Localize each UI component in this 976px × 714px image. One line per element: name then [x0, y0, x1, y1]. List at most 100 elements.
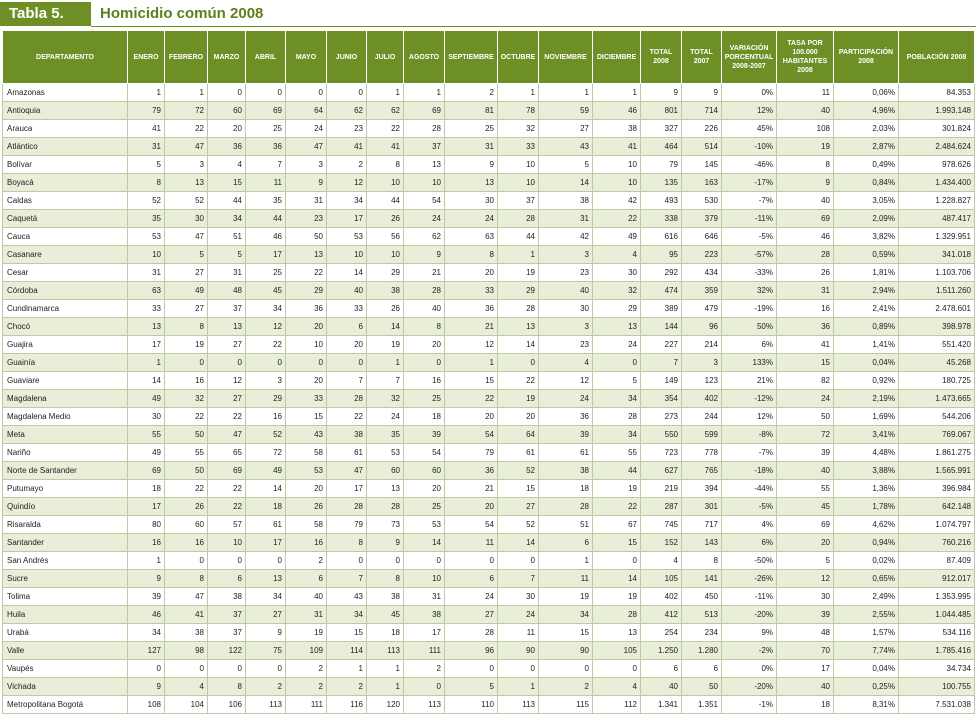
value-cell: 28: [444, 623, 498, 642]
table-row: Tolima 39 47 38 34 40 43 38 31 24 30 19 19 402 450 -11%…: [2, 587, 975, 606]
value-cell: 769.067: [898, 425, 975, 444]
value-cell: 1.341: [640, 695, 682, 714]
value-cell: 52: [497, 515, 539, 534]
department-cell: Valle: [2, 641, 128, 660]
value-cell: 0: [207, 551, 246, 570]
value-cell: 45: [366, 605, 404, 624]
table-title: Homicidio común 2008: [100, 5, 264, 22]
value-cell: 5: [592, 371, 641, 390]
department-cell: San Andrés: [2, 551, 128, 570]
value-cell: 116: [326, 695, 367, 714]
value-cell: 778: [681, 443, 722, 462]
column-header: MAYO: [285, 30, 327, 84]
value-cell: 19: [164, 335, 208, 354]
value-cell: 4%: [721, 515, 777, 534]
value-cell: 1.103.706: [898, 263, 975, 282]
value-cell: 34: [207, 209, 246, 228]
value-cell: 2: [538, 677, 593, 696]
value-cell: 40: [640, 677, 682, 696]
value-cell: 0,06%: [833, 83, 899, 102]
value-cell: 513: [681, 605, 722, 624]
value-cell: 10: [366, 245, 404, 264]
value-cell: 62: [366, 101, 404, 120]
value-cell: 1: [538, 83, 593, 102]
value-cell: 79: [127, 101, 165, 120]
value-cell: -20%: [721, 677, 777, 696]
value-cell: 69: [127, 461, 165, 480]
value-cell: 75: [245, 641, 286, 660]
value-cell: 1.511.260: [898, 281, 975, 300]
value-cell: 10: [592, 155, 641, 174]
value-cell: 0: [497, 551, 539, 570]
value-cell: 1,41%: [833, 335, 899, 354]
value-cell: 8: [164, 317, 208, 336]
department-cell: Cesar: [2, 263, 128, 282]
value-cell: 50: [681, 677, 722, 696]
value-cell: 7: [326, 371, 367, 390]
column-header: VARIACIÓN PORCENTUAL 2008-2007: [721, 30, 777, 84]
value-cell: 63: [127, 281, 165, 300]
value-cell: 27: [164, 299, 208, 318]
value-cell: 16: [127, 533, 165, 552]
value-cell: 60: [403, 461, 445, 480]
value-cell: 10: [366, 173, 404, 192]
value-cell: 38: [538, 191, 593, 210]
value-cell: 22: [366, 119, 404, 138]
value-cell: 19: [366, 335, 404, 354]
value-cell: 4: [592, 245, 641, 264]
value-cell: 55: [127, 425, 165, 444]
value-cell: 49: [127, 443, 165, 462]
value-cell: 474: [640, 281, 682, 300]
value-cell: 48: [207, 281, 246, 300]
table-row: Sucre 9 8 6 13 6 7 8 10 6 7 11 14 105 141 -26% 12 0,65% 91…: [2, 569, 975, 588]
value-cell: 69: [207, 461, 246, 480]
value-cell: 38: [592, 119, 641, 138]
column-header: DEPARTAMENTO: [2, 30, 128, 84]
value-cell: 1.044.485: [898, 605, 975, 624]
value-cell: 10: [403, 173, 445, 192]
value-cell: 18: [403, 407, 445, 426]
value-cell: 26: [164, 497, 208, 516]
value-cell: 33: [497, 137, 539, 156]
value-cell: 47: [164, 227, 208, 246]
value-cell: 14: [497, 533, 539, 552]
value-cell: 0: [403, 353, 445, 372]
value-cell: 17: [245, 245, 286, 264]
value-cell: 10: [497, 155, 539, 174]
value-cell: 4,48%: [833, 443, 899, 462]
value-cell: 0: [285, 353, 327, 372]
value-cell: 56: [366, 227, 404, 246]
value-cell: 10: [285, 335, 327, 354]
value-cell: 5: [207, 245, 246, 264]
value-cell: 2: [245, 677, 286, 696]
value-cell: 13: [127, 317, 165, 336]
value-cell: 104: [164, 695, 208, 714]
value-cell: 10: [326, 245, 367, 264]
value-cell: 487.417: [898, 209, 975, 228]
value-cell: 32: [366, 389, 404, 408]
value-cell: 40: [776, 191, 834, 210]
table-row: Putumayo 18 22 22 14 20 17 13 20 21 15 18 19 219 394 -4…: [2, 479, 975, 498]
value-cell: 39: [776, 443, 834, 462]
value-cell: 123: [681, 371, 722, 390]
value-cell: 47: [207, 425, 246, 444]
value-cell: 11: [776, 83, 834, 102]
value-cell: 19: [776, 137, 834, 156]
value-cell: 13: [245, 569, 286, 588]
value-cell: 53: [326, 227, 367, 246]
value-cell: 29: [285, 281, 327, 300]
value-cell: 16: [776, 299, 834, 318]
value-cell: 55: [776, 479, 834, 498]
department-cell: Arauca: [2, 119, 128, 138]
value-cell: 1,36%: [833, 479, 899, 498]
value-cell: 20: [207, 119, 246, 138]
value-cell: 0: [164, 659, 208, 678]
department-cell: Vichada: [2, 677, 128, 696]
value-cell: 1,69%: [833, 407, 899, 426]
value-cell: 55: [164, 443, 208, 462]
value-cell: 61: [497, 443, 539, 462]
value-cell: 22: [326, 407, 367, 426]
value-cell: 396.984: [898, 479, 975, 498]
value-cell: 0: [538, 659, 593, 678]
value-cell: 15: [444, 371, 498, 390]
